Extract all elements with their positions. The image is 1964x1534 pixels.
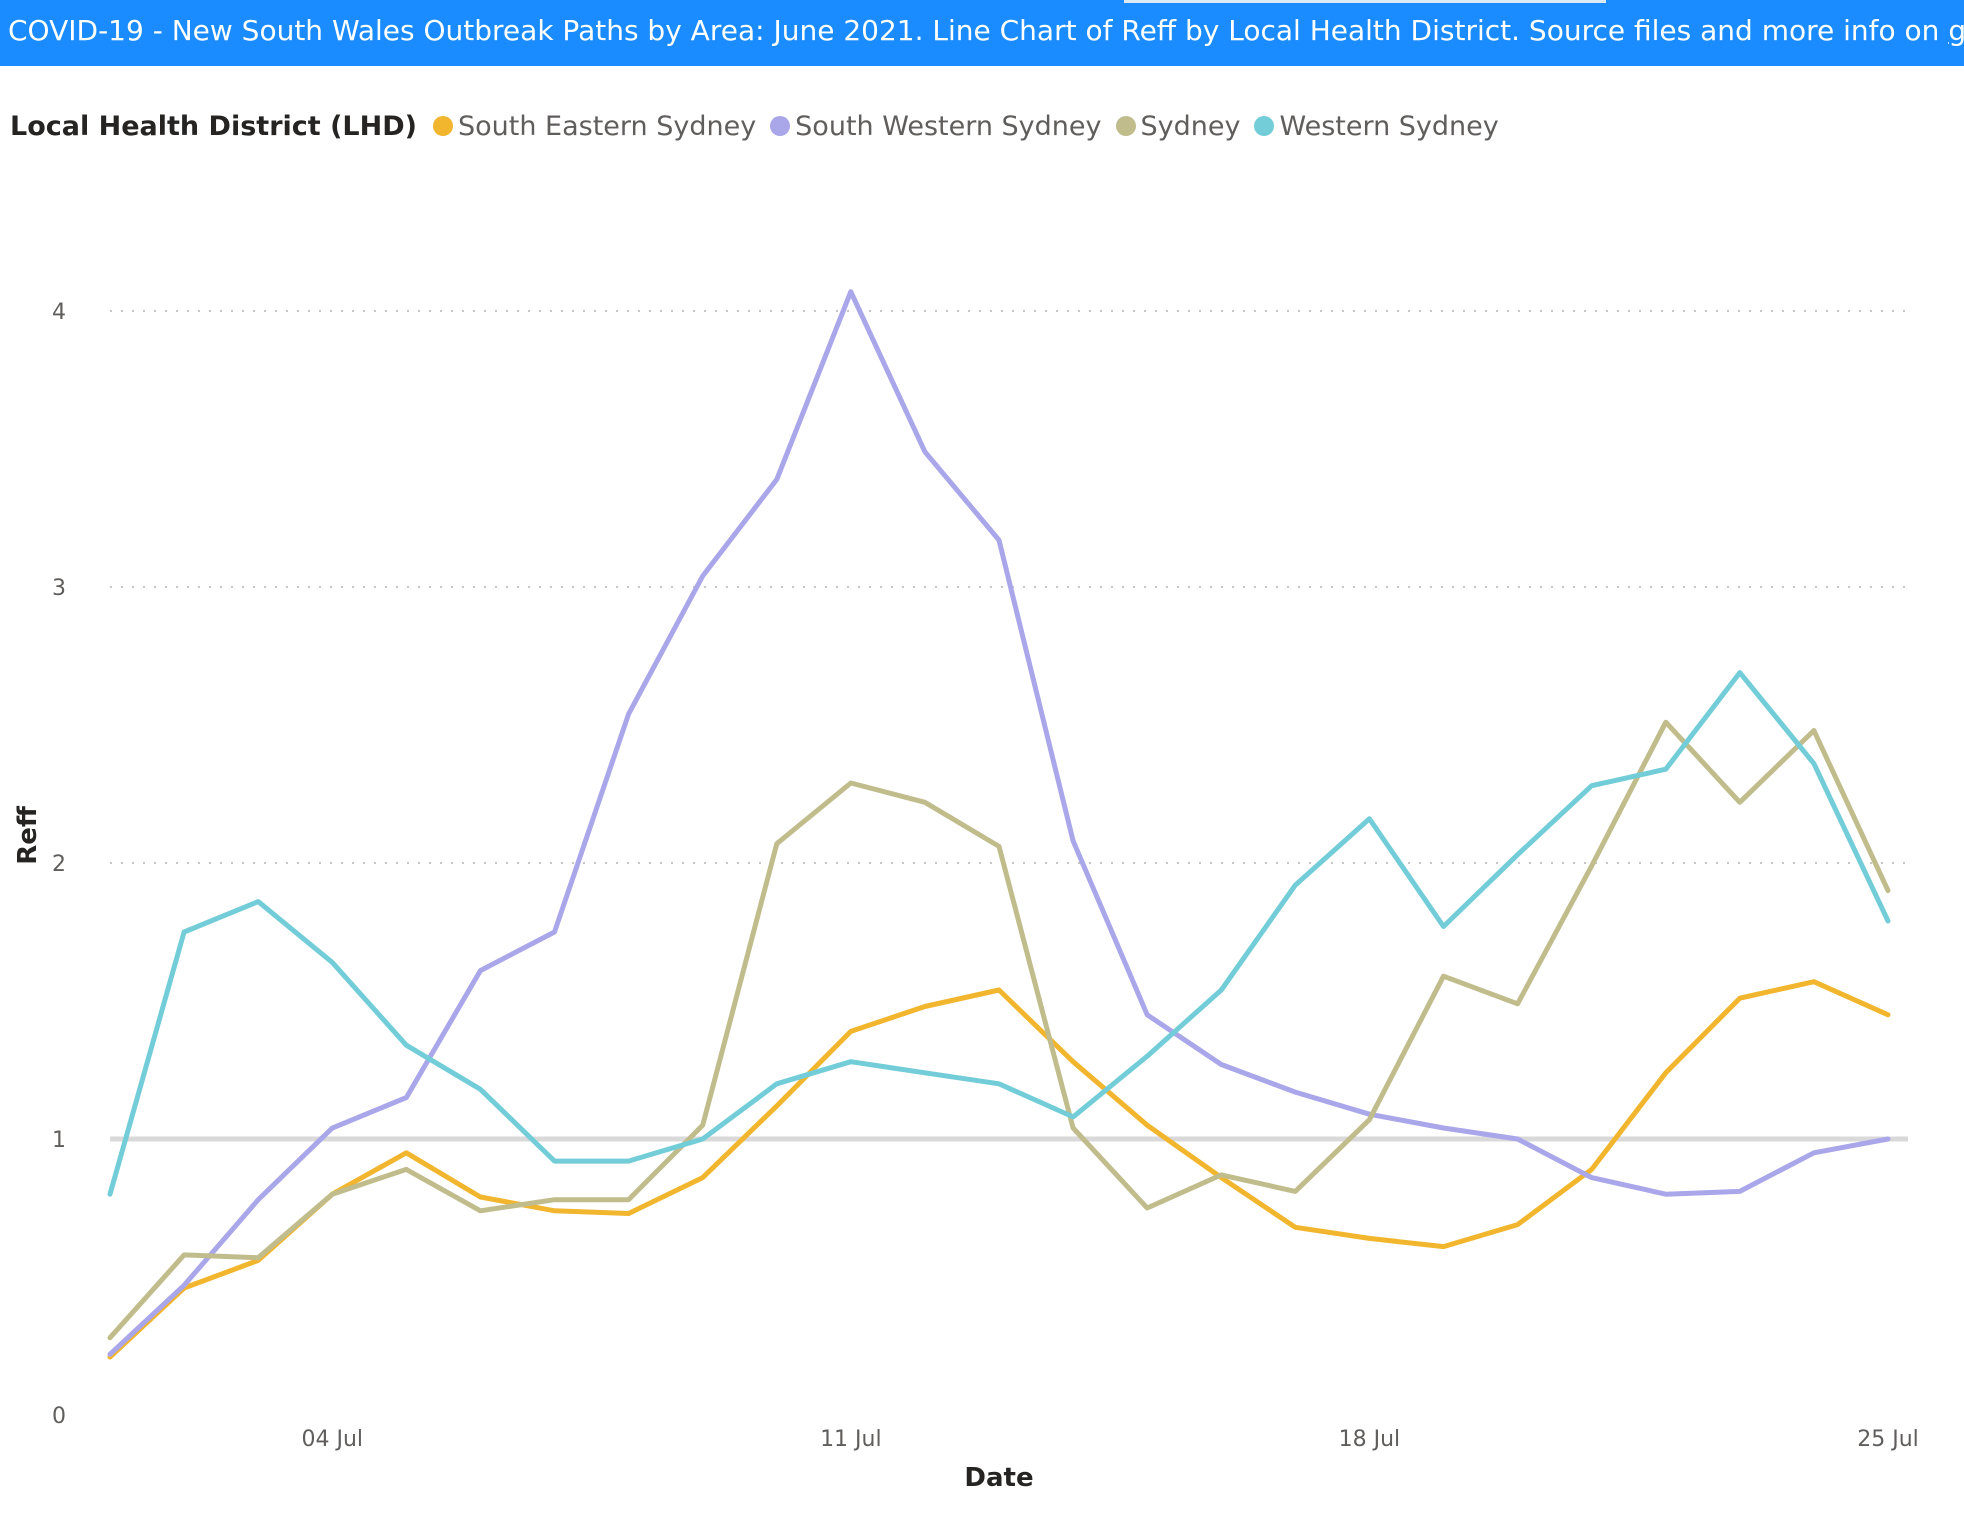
legend-dot-icon (1254, 116, 1275, 136)
legend-title: Local Health District (LHD) (10, 110, 417, 142)
series-line-south-eastern-sydney[interactable] (107, 979, 1891, 1360)
legend-dot-icon (1115, 116, 1136, 136)
series-line-western-sydney[interactable] (107, 670, 1891, 1197)
series-lines (107, 289, 1891, 1360)
y-tick-label: 4 (52, 300, 66, 325)
x-tick-label: 25 Jul (1857, 1427, 1919, 1452)
legend-label: South Eastern Sydney (457, 110, 757, 142)
banner-text: COVID-19 - New South Wales Outbreak Path… (8, 14, 1949, 47)
gridlines (110, 310, 1908, 1142)
y-axis-title: Reff (13, 805, 43, 865)
legend-label: South Western Sydney (795, 110, 1102, 142)
page-tab-indicator (1124, 0, 1606, 3)
y-tick-label: 2 (52, 852, 66, 877)
legend-label: Western Sydney (1279, 110, 1499, 142)
legend-item-sydney[interactable]: Sydney (1115, 110, 1241, 142)
legend-item-western-sydney[interactable]: Western Sydney (1254, 110, 1499, 142)
chart-legend: Local Health District (LHD) South Easter… (10, 106, 1513, 146)
x-tick-label: 04 Jul (301, 1427, 363, 1452)
x-axis-ticks: 04 Jul 11 Jul 18 Jul 25 Jul (301, 1427, 1918, 1452)
legend-item-south-western-sydney[interactable]: South Western Sydney (770, 110, 1102, 142)
report-title-banner: COVID-19 - New South Wales Outbreak Path… (0, 0, 1964, 66)
x-tick-label: 18 Jul (1339, 1427, 1401, 1452)
line-chart: 0 1 2 3 4 04 Jul 11 Jul 18 Jul 25 Jul Reff Date (13, 289, 1919, 1493)
legend-item-south-eastern-sydney[interactable]: South Eastern Sydney (432, 110, 757, 142)
legend-dot-icon (770, 116, 791, 136)
y-tick-label: 3 (52, 576, 66, 601)
github-link[interactable]: github (1948, 14, 1964, 47)
x-axis-title: Date (964, 1463, 1033, 1493)
series-line-south-western-sydney[interactable] (107, 289, 1891, 1357)
legend-label: Sydney (1140, 110, 1241, 142)
y-tick-label: 0 (52, 1404, 66, 1429)
legend-dot-icon (432, 116, 453, 136)
y-axis-ticks: 0 1 2 3 4 (52, 300, 66, 1429)
x-tick-label: 11 Jul (820, 1427, 882, 1452)
y-tick-label: 1 (52, 1128, 66, 1153)
series-line-sydney[interactable] (107, 719, 1891, 1341)
